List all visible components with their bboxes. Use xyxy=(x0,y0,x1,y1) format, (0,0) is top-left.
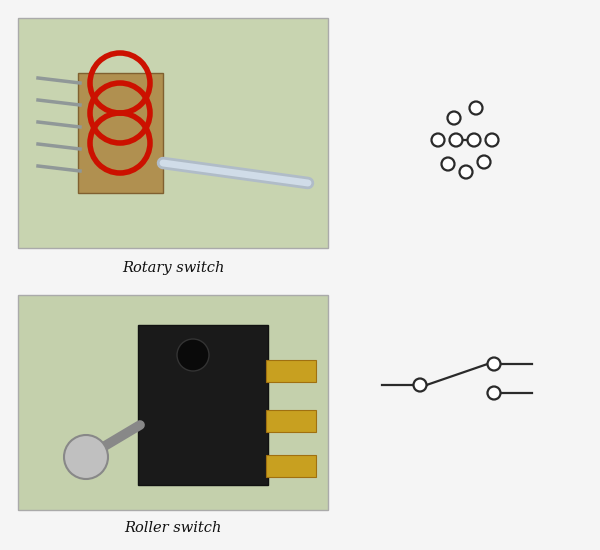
Bar xyxy=(78,73,163,193)
Circle shape xyxy=(64,435,108,479)
Circle shape xyxy=(470,102,482,114)
Bar xyxy=(266,455,316,477)
Circle shape xyxy=(449,134,463,146)
Circle shape xyxy=(448,112,461,124)
Circle shape xyxy=(485,134,499,146)
Circle shape xyxy=(487,358,500,371)
Bar xyxy=(18,18,328,248)
Text: Rotary switch: Rotary switch xyxy=(122,261,224,275)
Circle shape xyxy=(487,387,500,399)
Circle shape xyxy=(467,134,481,146)
Circle shape xyxy=(431,134,445,146)
Circle shape xyxy=(413,378,427,392)
Circle shape xyxy=(177,339,209,371)
Bar xyxy=(266,410,316,432)
Circle shape xyxy=(442,157,455,170)
Circle shape xyxy=(460,166,473,179)
Bar xyxy=(138,325,268,485)
Bar xyxy=(18,295,328,510)
Text: Roller switch: Roller switch xyxy=(124,521,221,535)
Bar xyxy=(266,360,316,382)
Circle shape xyxy=(478,156,491,168)
